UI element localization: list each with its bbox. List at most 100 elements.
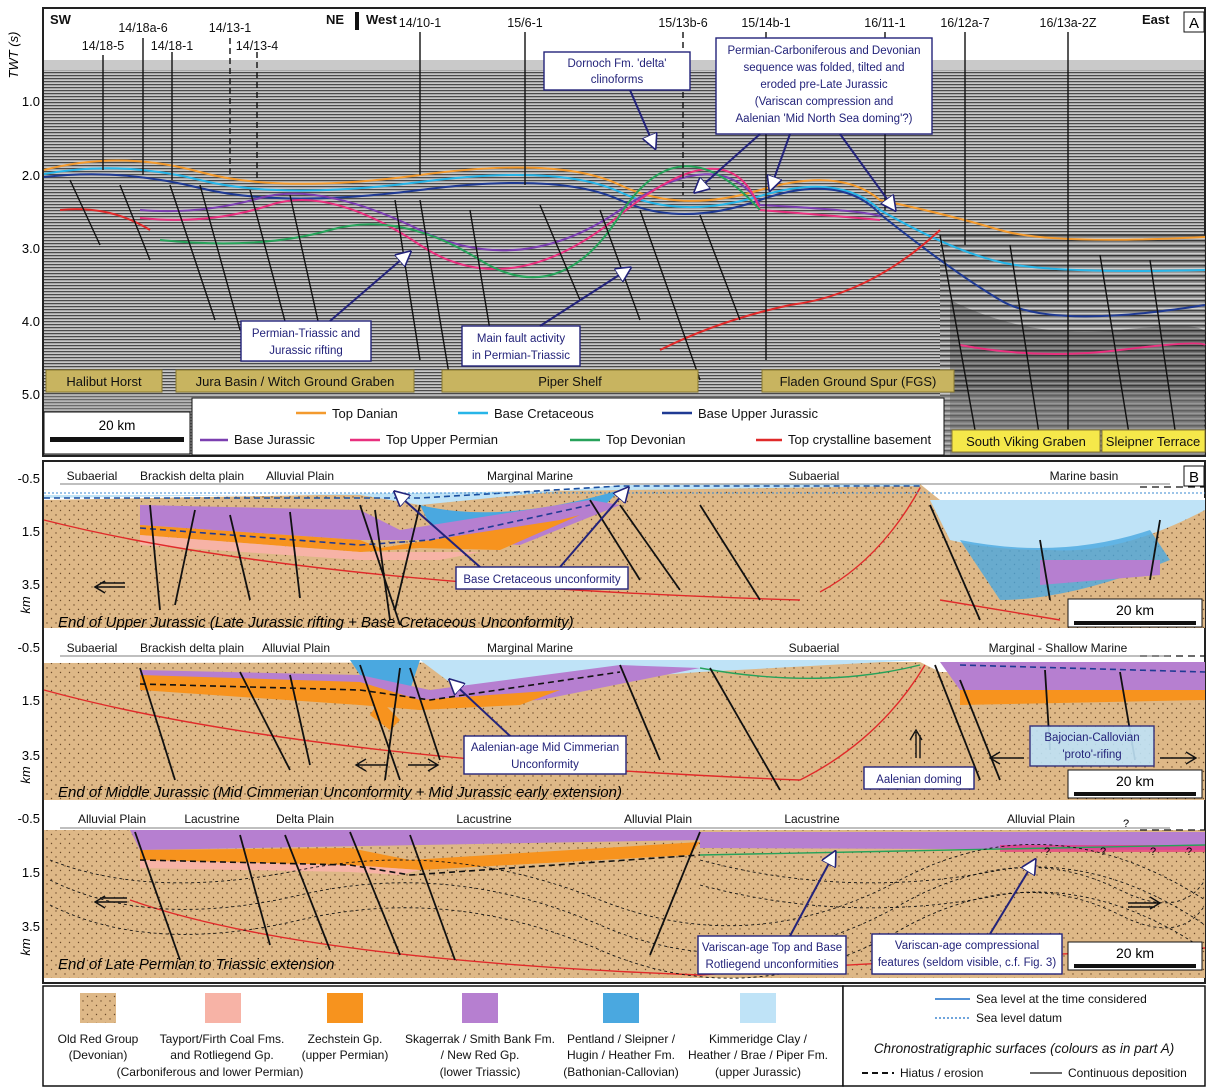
svg-text:?: ? [1150, 846, 1156, 858]
svg-text:Hugin / Heather Fm.: Hugin / Heather Fm. [567, 1048, 675, 1062]
env-label: Alluvial Plain [78, 812, 146, 826]
panel-b-label: B [1189, 469, 1199, 486]
env-labels: Subaerial Brackish delta plain Alluvial … [67, 641, 1128, 655]
section-title: End of Upper Jurassic (Late Jurassic rif… [58, 614, 574, 631]
svg-text:km: km [18, 766, 33, 784]
env-labels: Subaerial Brackish delta plain Alluvial … [67, 469, 1119, 483]
env-label: Lacustrine [456, 812, 512, 826]
legend-swatch-skagerrak [462, 993, 498, 1023]
y-tick: -0.5 [18, 811, 40, 826]
svg-text:Top Danian: Top Danian [332, 406, 398, 421]
env-label: Subaerial [789, 469, 840, 483]
svg-text:km: km [18, 938, 33, 956]
svg-text:Kimmeridge Clay /: Kimmeridge Clay / [709, 1032, 808, 1046]
svg-text:Top Devonian: Top Devonian [606, 432, 686, 447]
well-label: 14/18-1 [151, 39, 193, 53]
well-label: 16/12a-7 [940, 16, 989, 30]
horizon-legend-items: Top Danian Base Cretaceous Base Upper Ju… [200, 406, 931, 447]
svg-text:(lower Triassic): (lower Triassic) [440, 1065, 521, 1079]
well-label: 14/18a-6 [118, 21, 167, 35]
horizon-top-danian [43, 159, 1206, 241]
env-label: Marine basin [1050, 469, 1119, 483]
svg-text:Sea level datum: Sea level datum [976, 1011, 1062, 1025]
env-label: Alluvial Plain [266, 469, 334, 483]
well-label: 14/10-1 [399, 16, 441, 30]
y-tick: 3.5 [22, 919, 40, 934]
svg-text:(Variscan compression and: (Variscan compression and [755, 96, 894, 108]
svg-text:?: ? [1044, 846, 1050, 858]
svg-text:Pentland / Sleipner /: Pentland / Sleipner / [567, 1032, 676, 1046]
y-tick: 3.0 [22, 241, 40, 256]
structure-label: South Viking Graben [966, 434, 1086, 449]
svg-text:Zechstein Gp.: Zechstein Gp. [308, 1032, 383, 1046]
svg-text:sequence was folded, tilted an: sequence was folded, tilted and [743, 62, 904, 74]
well-label: 14/18-5 [82, 39, 124, 53]
panel-a-label: A [1189, 15, 1199, 32]
direction-west: West [366, 12, 397, 27]
y-tick: 3.5 [22, 577, 40, 592]
svg-text:(Carboniferous and lower Permi: (Carboniferous and lower Permian) [117, 1065, 304, 1079]
panel-b-axis-units: km km km [18, 596, 33, 956]
legend-swatch-tayport [205, 993, 241, 1023]
svg-text:Base Jurassic: Base Jurassic [234, 432, 315, 447]
structure-label: Jura Basin / Witch Ground Graben [196, 374, 395, 389]
callout-pt-rifting: Permian-Triassic and Jurassic rifting [240, 252, 410, 362]
section-title: End of Late Permian to Triassic extensio… [58, 956, 335, 973]
well-label: 16/11-1 [864, 16, 906, 30]
env-label: Alluvial Plain [624, 812, 692, 826]
horizon-base-cretaceous [43, 167, 1206, 272]
scale-label: 20 km [1116, 602, 1154, 618]
callout-text: 'proto'-rifing [1062, 749, 1121, 761]
env-labels: Alluvial Plain Lacustrine Delta Plain La… [78, 812, 1075, 826]
y-tick: 2.0 [22, 168, 40, 183]
callout-text: Aalenian-age Mid Cimmerian [471, 742, 619, 754]
structure-label: Piper Shelf [538, 374, 602, 389]
svg-text:Base Upper Jurassic: Base Upper Jurassic [698, 406, 818, 421]
horizon-base-upper-jurassic [43, 173, 1206, 318]
svg-text:Chronostratigraphic surfaces (: Chronostratigraphic surfaces (colours as… [874, 1041, 1174, 1056]
callout-text: features (seldom visible, c.f. Fig. 3) [878, 957, 1056, 969]
callout-main-fault: Main fault activity in Permian-Triassic [461, 268, 630, 367]
callout-text: Base Cretaceous unconformity [463, 574, 620, 586]
svg-text:Permian-Carboniferous and Devo: Permian-Carboniferous and Devonian [727, 45, 920, 57]
structure-labels: Halibut Horst Jura Basin / Witch Ground … [45, 369, 1206, 453]
legend-swatch-old-red [80, 993, 116, 1023]
y-tick: 5.0 [22, 387, 40, 402]
svg-text:?: ? [1186, 846, 1192, 858]
panel-b: B [18, 460, 1206, 984]
callout-text: Variscan-age compressional [895, 940, 1039, 952]
svg-text:(upper Jurassic): (upper Jurassic) [715, 1065, 801, 1079]
svg-text:km: km [18, 596, 33, 614]
panel-a: 14/18-5 14/18a-6 14/18-1 14/13-1 14/13-4… [6, 7, 1206, 457]
svg-text:Dornoch Fm. 'delta': Dornoch Fm. 'delta' [568, 58, 667, 70]
callout-text: Aalenian doming [876, 774, 962, 786]
y-tick: 3.5 [22, 748, 40, 763]
y-tick: 1.0 [22, 94, 40, 109]
svg-text:Aalenian 'Mid North Sea doming: Aalenian 'Mid North Sea doming'?) [736, 113, 913, 125]
callout-text: Variscan-age Top and Base [702, 942, 842, 954]
unit-legend: Old Red Group (Devonian) Tayport/Firth C… [42, 985, 1206, 1087]
svg-text:?: ? [1100, 846, 1106, 858]
section-title: End of Middle Jurassic (Mid Cimmerian Un… [58, 784, 622, 801]
section-permian-triassic: Alluvial Plain Lacustrine Delta Plain La… [44, 812, 1206, 979]
callout-text: Unconformity [511, 759, 579, 771]
callout-permo-carboniferous: Permian-Carboniferous and Devonian seque… [695, 37, 933, 210]
svg-text:Skagerrak / Smith Bank Fm.: Skagerrak / Smith Bank Fm. [405, 1032, 555, 1046]
structure-label: Fladen Ground Spur (FGS) [780, 374, 937, 389]
structure-label: Sleipner Terrace [1106, 434, 1200, 449]
well-label: 15/13b-6 [658, 16, 707, 30]
env-label: Marginal Marine [487, 469, 573, 483]
env-label: Alluvial Plain [1007, 812, 1075, 826]
well-label: 16/13a-2Z [1040, 16, 1097, 30]
panel-b-y-ticks: -0.5 1.5 3.5 -0.5 1.5 3.5 -0.5 1.5 3.5 [18, 471, 40, 934]
y-tick: -0.5 [18, 640, 40, 655]
svg-text:Heather / Brae / Piper Fm.: Heather / Brae / Piper Fm. [688, 1048, 828, 1062]
y-tick: 1.5 [22, 693, 40, 708]
svg-text:in Permian-Triassic: in Permian-Triassic [472, 350, 570, 362]
callout-dornoch: Dornoch Fm. 'delta' clinoforms [543, 51, 691, 148]
env-label: Lacustrine [184, 812, 240, 826]
env-label: Lacustrine [784, 812, 840, 826]
horizon-top-devonian [159, 165, 761, 279]
legend-swatch-zechstein [327, 993, 363, 1023]
